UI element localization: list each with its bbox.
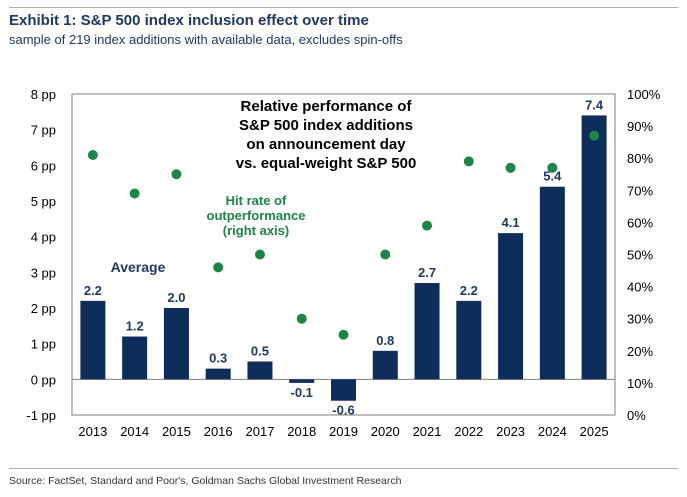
hit-rate-label-line-3: (right axis)	[223, 223, 289, 238]
right-tick-label: 80%	[627, 151, 653, 166]
x-tick-label-2014: 2014	[120, 424, 149, 439]
right-tick-label: 0%	[627, 408, 646, 423]
bar-2017	[247, 361, 273, 380]
left-tick-label: 5 pp	[31, 194, 56, 209]
bar-label-2020: 0.8	[376, 333, 394, 348]
bar-title-line-2: S&P 500 index additions	[239, 117, 413, 134]
right-tick-label: 70%	[627, 183, 653, 198]
hit-rate-dot-2016	[213, 262, 224, 273]
bar-2014	[122, 336, 148, 380]
inclusion-effect-chart: 2.2 1.2 2.0 0.3 0.5 -0.1 -0.6 0.8 2.7 2.2 4.1 5.4 7.…	[26, 87, 661, 439]
right-tick-label: 60%	[627, 215, 653, 230]
left-tick-label: -1 pp	[26, 408, 56, 423]
hit-rate-dot-2021	[422, 220, 433, 231]
bar-label-2015: 2.0	[167, 290, 185, 305]
bar-2024	[539, 186, 565, 380]
hit-rate-dot-2017	[254, 249, 265, 260]
x-tick-label-2020: 2020	[371, 424, 400, 439]
left-tick-label: 8 pp	[31, 87, 56, 102]
bar-title-line-3: on announcement day	[246, 136, 406, 153]
left-tick-label: 6 pp	[31, 158, 56, 173]
bar-title-line-4: vs. equal-weight S&P 500	[236, 155, 417, 172]
bar-label-2021: 2.7	[418, 265, 436, 280]
bar-2015	[163, 308, 189, 380]
right-tick-label: 100%	[627, 87, 661, 102]
bar-2021	[414, 283, 440, 380]
source-note: Source: FactSet, Standard and Poor's, Go…	[9, 475, 402, 487]
x-tick-label-2022: 2022	[454, 424, 483, 439]
bar-label-2016: 0.3	[209, 351, 227, 366]
hit-rate-dot-2025	[589, 130, 600, 141]
hit-rate-label-line-2: outperformance	[207, 208, 306, 223]
x-tick-label-2021: 2021	[413, 424, 442, 439]
right-tick-label: 10%	[627, 376, 653, 391]
right-axis-ticks: 0% 10% 20% 30% 40% 50% 60% 70% 80% 90% 100%	[627, 87, 661, 423]
right-tick-label: 20%	[627, 344, 653, 359]
hit-rate-dot-2024	[547, 162, 558, 173]
bar-label-2022: 2.2	[460, 283, 478, 298]
hit-rate-dot-2019	[338, 329, 349, 340]
bar-2022	[456, 300, 482, 380]
plot-frame	[71, 93, 616, 416]
hit-rate-label-line-1: Hit rate of	[226, 193, 287, 208]
left-tick-label: 2 pp	[31, 301, 56, 316]
x-tick-label-2015: 2015	[162, 424, 191, 439]
left-tick-label: 0 pp	[31, 372, 56, 387]
bar-2016	[205, 368, 231, 380]
left-tick-label: 4 pp	[31, 230, 56, 245]
x-axis-ticks: 2013 2014 2015 2016 2017 2018 2019 2020 2021 2022…	[78, 424, 608, 439]
hit-rate-dot-2020	[380, 249, 391, 260]
exhibit-subtitle: sample of 219 index additions with avail…	[9, 32, 403, 47]
bar-2013	[80, 300, 106, 380]
bar-label-2017: 0.5	[251, 344, 269, 359]
bar-title-line-1: Relative performance of	[241, 98, 413, 115]
bar-label-2023: 4.1	[502, 215, 520, 230]
x-tick-label-2019: 2019	[329, 424, 358, 439]
hit-rate-dot-2015	[171, 169, 182, 180]
x-tick-label-2018: 2018	[287, 424, 316, 439]
x-tick-label-2023: 2023	[496, 424, 525, 439]
bar-2023	[498, 233, 524, 380]
exhibit-title: Exhibit 1: S&P 500 index inclusion effec…	[9, 12, 369, 29]
hit-rate-dot-2018	[296, 313, 307, 324]
bar-label-2019: -0.6	[332, 403, 354, 418]
right-tick-label: 40%	[627, 280, 653, 295]
hit-rate-dot-2023	[505, 162, 516, 173]
average-label: Average	[111, 259, 166, 275]
right-tick-label: 30%	[627, 312, 653, 327]
left-tick-label: 7 pp	[31, 123, 56, 138]
bar-label-2014: 1.2	[126, 319, 144, 334]
bar-2019	[331, 379, 356, 401]
bar-label-2018: -0.1	[291, 385, 313, 400]
hit-rate-dot-2022	[463, 156, 474, 167]
bar-2018	[289, 379, 315, 383]
x-tick-label-2025: 2025	[580, 424, 609, 439]
bottom-rule	[9, 468, 678, 469]
bar-labels-group: 2.2 1.2 2.0 0.3 0.5 -0.1 -0.6 0.8 2.7 2.2 4.1 5.4 7.…	[84, 97, 604, 417]
x-tick-label-2024: 2024	[538, 424, 567, 439]
right-tick-label: 50%	[627, 248, 653, 263]
bar-2020	[372, 350, 398, 380]
hit-rate-dot-2013	[87, 149, 98, 160]
hit-rate-dot-2014	[129, 188, 140, 199]
right-tick-label: 90%	[627, 119, 653, 134]
left-tick-label: 3 pp	[31, 265, 56, 280]
bar-label-2013: 2.2	[84, 283, 102, 298]
bar-2025	[581, 115, 607, 380]
bars-group	[80, 115, 607, 401]
x-tick-label-2013: 2013	[78, 424, 107, 439]
bar-label-2024: 5.4	[543, 169, 562, 184]
hit-rate-dots-group	[87, 130, 600, 340]
bar-label-2025: 7.4	[585, 97, 604, 112]
x-tick-label-2017: 2017	[246, 424, 275, 439]
top-rule	[9, 7, 678, 8]
left-axis-ticks: -1 pp 0 pp 1 pp 2 pp 3 pp 4 pp 5 pp 6 pp 7 pp 8 p…	[26, 87, 56, 423]
x-tick-label-2016: 2016	[204, 424, 233, 439]
left-tick-label: 1 pp	[31, 337, 56, 352]
